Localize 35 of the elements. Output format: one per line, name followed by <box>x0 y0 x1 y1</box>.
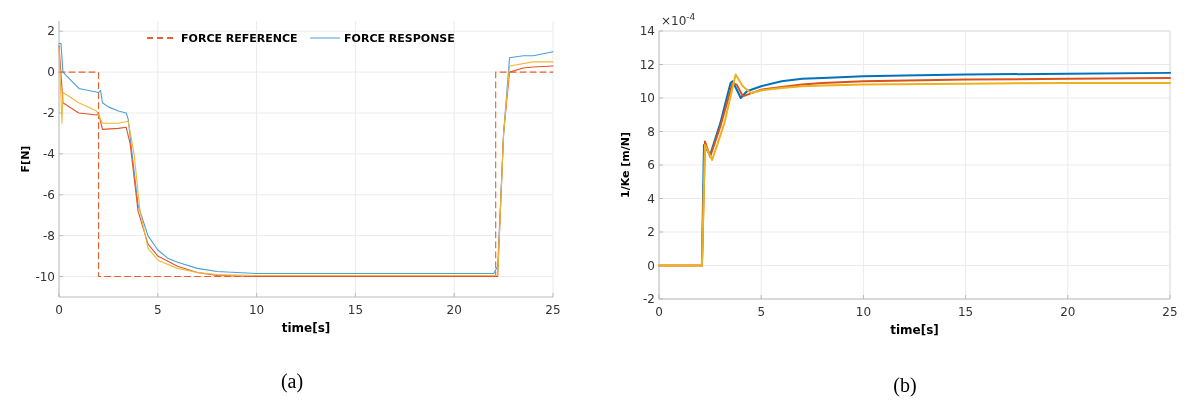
x-tick-label: 10 <box>855 305 872 319</box>
y-tick-label: 10 <box>639 91 655 105</box>
y-tick-label: 2 <box>647 225 655 239</box>
x-tick-label: 15 <box>957 305 974 319</box>
x-tick-label: 20 <box>446 303 462 317</box>
x-tick-label: 5 <box>757 305 766 319</box>
y-tick-label: -10 <box>35 269 55 284</box>
y-tick-label: 14 <box>639 24 655 38</box>
y-tick-label: 6 <box>647 158 655 172</box>
x-tick-label: 5 <box>153 303 162 317</box>
x-axis-title: time[s] <box>281 321 331 335</box>
text: (b) <box>893 374 917 397</box>
y-axis-title: 1/Ke [m/N] <box>619 131 632 199</box>
y-tick-label: -2 <box>643 292 655 306</box>
x-tick-label: 20 <box>1060 305 1076 319</box>
y-tick-label: -6 <box>43 187 55 202</box>
text: (a) <box>280 370 304 393</box>
legend-label: FORCE RESPONSE <box>344 32 455 45</box>
y-tick-label: 12 <box>639 57 655 72</box>
y-axis-title: F[N] <box>19 145 32 173</box>
y-tick-label: 8 <box>647 124 655 139</box>
x-tick-label: 25 <box>545 303 561 317</box>
y-tick-label: -4 <box>43 146 55 161</box>
y-tick-label: -8 <box>43 228 55 243</box>
y-tick-label: -2 <box>43 106 55 120</box>
x-tick-label: 25 <box>1162 305 1178 319</box>
x-tick-label: 15 <box>347 303 364 317</box>
legend-label: FORCE REFERENCE <box>181 32 298 45</box>
y-tick-label: 2 <box>47 24 55 39</box>
y-tick-label: 4 <box>647 191 655 206</box>
y-tick-label: 0 <box>47 65 55 80</box>
text: ×10$^{-4}$ <box>661 12 696 28</box>
x-tick-label: 10 <box>248 303 265 317</box>
y-tick-label: 0 <box>647 258 655 273</box>
x-axis-title: time[s] <box>890 323 939 337</box>
